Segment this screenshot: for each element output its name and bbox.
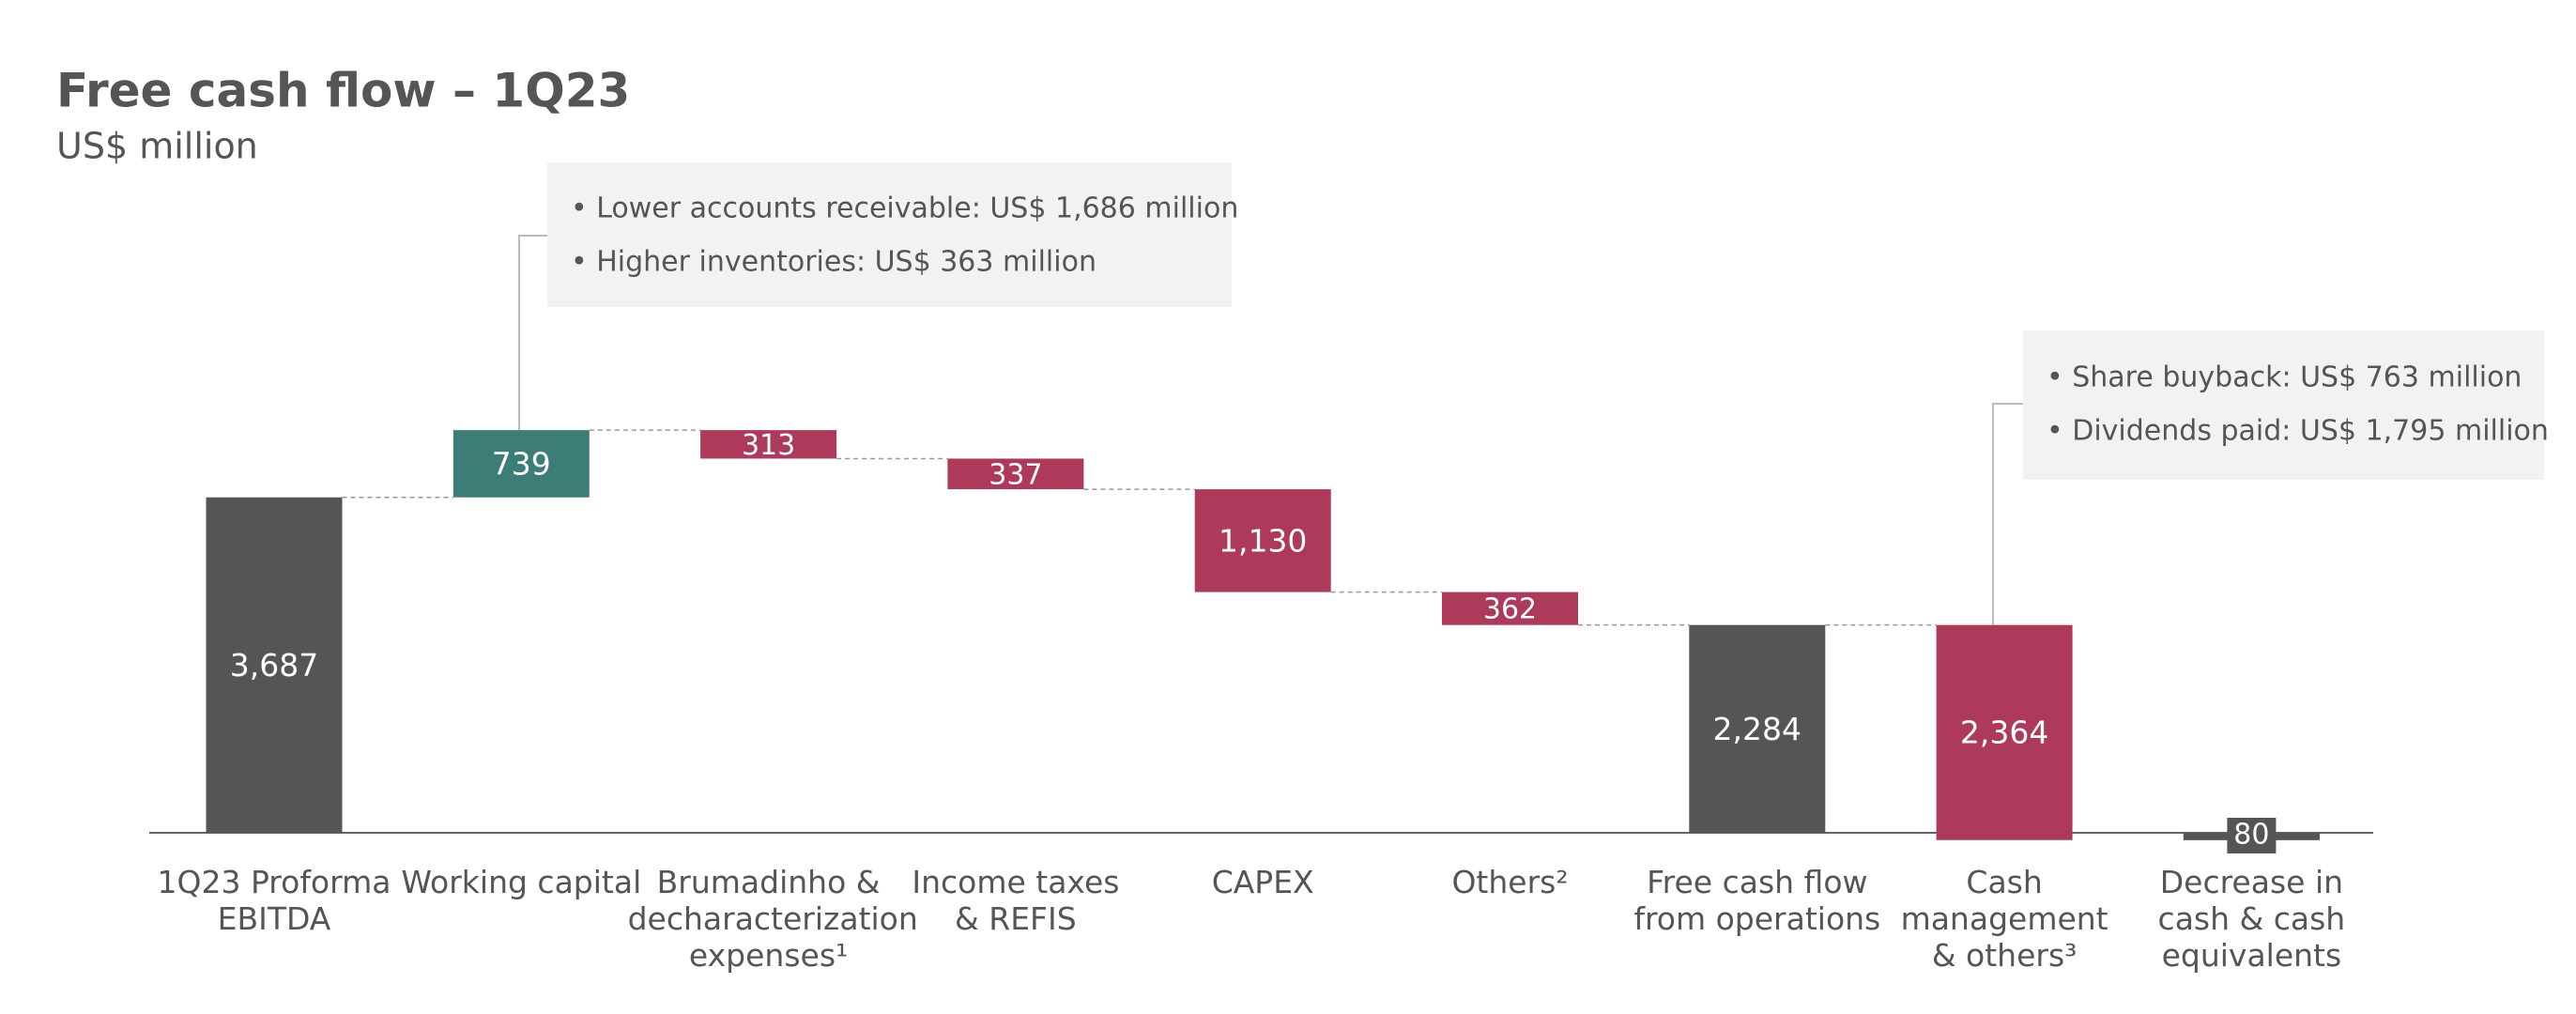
annotation-text: • Dividends paid: US$ 1,795 million <box>2047 415 2549 448</box>
chart-subtitle: US$ million <box>56 126 258 167</box>
value-label: 2,364 <box>1960 714 2048 751</box>
x-tick-label: Free cash flow from operations <box>1633 864 1881 937</box>
bar <box>1689 624 1826 833</box>
value-label: 1,130 <box>1219 522 1307 559</box>
x-tick-label: CAPEX <box>1211 864 1314 900</box>
value-label: 80 <box>2233 819 2269 852</box>
value-label-box <box>2227 818 2277 853</box>
annotation-connector <box>518 235 547 431</box>
value-label: 739 <box>492 445 551 482</box>
annotation-connector <box>1992 403 2023 627</box>
bar <box>452 430 590 498</box>
bar <box>1194 489 1331 592</box>
x-tick-label: Working capital <box>401 864 642 900</box>
bar <box>1442 592 1578 625</box>
value-label: 2,284 <box>1713 711 1802 747</box>
x-tick-label: Cash management & others³ <box>1900 864 2108 974</box>
bar <box>206 497 343 833</box>
value-label: 337 <box>989 458 1042 491</box>
bar <box>1936 624 2073 840</box>
x-tick-label: Others² <box>1451 864 1569 900</box>
annotation-box <box>547 162 1232 307</box>
annotation-box <box>2023 330 2544 480</box>
value-label: 313 <box>742 429 795 462</box>
x-tick-label: 1Q23 Proforma EBITDA <box>157 864 391 937</box>
value-label: 3,687 <box>230 647 318 684</box>
annotation-text: • Higher inventories: US$ 363 million <box>571 246 1096 279</box>
x-tick-label: Decrease in cash & cash equivalents <box>2157 864 2346 974</box>
chart-title: Free cash flow – 1Q23 <box>56 64 630 118</box>
x-tick-label: Income taxes & REFIS <box>912 864 1120 937</box>
annotation-text: • Share buyback: US$ 763 million <box>2047 361 2522 394</box>
x-tick-label: Brumadinho & decharacterization expenses… <box>627 864 918 974</box>
bar <box>947 458 1084 490</box>
bar <box>700 430 837 459</box>
annotation-text: • Lower accounts receivable: US$ 1,686 m… <box>571 192 1238 225</box>
value-label: 362 <box>1483 593 1537 626</box>
